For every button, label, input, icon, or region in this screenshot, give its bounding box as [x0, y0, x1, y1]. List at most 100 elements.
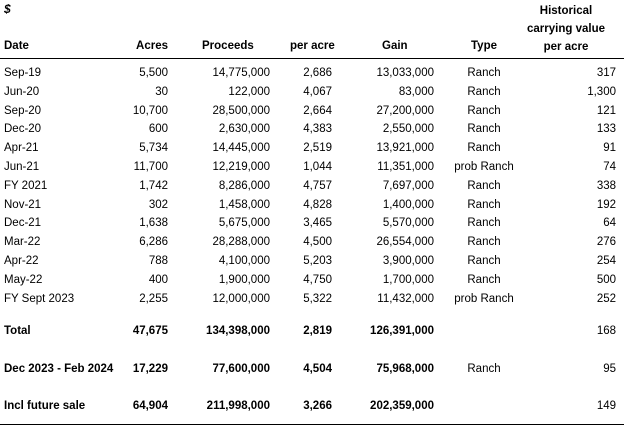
table-row-proceeds: 12,219,000 [212, 161, 270, 173]
table-row-date: FY Sept 2023 [4, 292, 75, 305]
total-row-type [454, 323, 514, 339]
table-row-type: Ranch [467, 85, 501, 98]
header-historical-line1: Historical [539, 5, 593, 17]
table-row-proceeds: 14,445,000 [212, 142, 270, 155]
table-row-proceeds: 4,100,000 [218, 255, 270, 267]
total-row-acres: 47,675 [132, 325, 168, 337]
future-sale-row-hist: 95 [603, 363, 616, 375]
table-row-per-acre: 3,465 [303, 217, 332, 230]
header-date: Date [4, 40, 29, 52]
table-row-date: Jun-21 [4, 161, 40, 173]
table-row-per-acre: 1,044 [303, 161, 332, 173]
table-row-per-acre: 2,664 [303, 104, 332, 117]
table-row-date: Dec-21 [4, 217, 42, 230]
table-row-per-acre: 4,500 [303, 236, 332, 249]
table-row-per-acre: 4,750 [303, 273, 332, 286]
bottom-divider [0, 424, 624, 425]
table-row-proceeds: 122,000 [228, 85, 270, 98]
table-row-proceeds: 1,900,000 [218, 273, 270, 286]
table-row-acres: 10,700 [132, 104, 168, 117]
table-row-proceeds: 28,500,000 [212, 104, 270, 117]
future-sale-row-gain: 75,968,000 [376, 363, 434, 375]
header-proceeds: Proceeds [202, 40, 254, 52]
table-row-date: Jun-20 [4, 85, 40, 98]
table-row-per-acre: 4,383 [303, 123, 332, 136]
header-historical-line3: per acre [543, 41, 589, 53]
total-row-gain: 126,391,000 [370, 325, 434, 337]
header-divider [0, 58, 624, 59]
table-row-type: Ranch [467, 217, 501, 230]
incl-future-row-type [454, 398, 514, 414]
table-row-hist: 192 [596, 198, 616, 211]
table-row-acres: 1,638 [139, 217, 168, 230]
table-row-per-acre: 4,828 [303, 198, 332, 211]
table-row-acres: 600 [148, 123, 168, 136]
table-row-date: Mar-22 [4, 236, 41, 249]
table-row-hist: 254 [596, 255, 616, 267]
table-row-type: Ranch [467, 273, 501, 286]
table-row-gain: 11,351,000 [377, 161, 434, 173]
total-row-proceeds: 134,398,000 [206, 325, 270, 337]
future-sale-row-per-acre: 4,504 [303, 363, 332, 375]
total-row-hist: 168 [596, 325, 616, 337]
table-row-per-acre: 5,322 [303, 292, 332, 305]
table-row-per-acre: 2,686 [303, 67, 332, 79]
table-row-date: Sep-20 [4, 104, 42, 117]
table-row-acres: 1,742 [139, 179, 168, 192]
table-row-type: Ranch [467, 198, 501, 211]
table-row-acres: 6,286 [139, 236, 168, 249]
table-row-proceeds: 28,288,000 [212, 236, 270, 249]
table-row-gain: 83,000 [398, 85, 434, 98]
table-row-proceeds: 1,458,000 [218, 198, 270, 211]
header-type: Type [471, 40, 497, 52]
table-row-type: Ranch [467, 123, 501, 136]
table-row-gain: 1,400,000 [382, 198, 434, 211]
table-row-hist: 252 [596, 292, 616, 305]
header-acres: Acres [136, 40, 168, 52]
table-row-hist: 500 [596, 273, 616, 286]
table-row-per-acre: 2,519 [303, 142, 332, 155]
table-row-hist: 121 [596, 104, 616, 117]
table-row-hist: 91 [603, 142, 616, 155]
table-row-gain: 26,554,000 [376, 236, 434, 249]
table-row-acres: 400 [148, 273, 168, 286]
table-row-gain: 5,570,000 [382, 217, 434, 230]
future-sale-row-acres: 17,229 [132, 363, 168, 375]
currency-label: $ [4, 2, 11, 16]
header-historical-line2: carrying value [527, 23, 605, 35]
table-row-hist: 64 [603, 217, 616, 230]
table-row-per-acre: 4,067 [303, 85, 332, 98]
table-row-type: Ranch [467, 142, 501, 155]
table-row-acres: 302 [148, 198, 168, 211]
incl-future-row-proceeds: 211,998,000 [206, 400, 270, 412]
table-row-type: Ranch [467, 179, 501, 192]
table-row-hist: 74 [603, 161, 616, 173]
header-per-acre: per acre [290, 40, 335, 52]
table-row-gain: 27,200,000 [376, 104, 434, 117]
table-row-acres: 5,734 [139, 142, 168, 155]
header-gain: Gain [382, 40, 408, 52]
table-row-per-acre: 5,203 [303, 255, 332, 267]
table-row-type: prob Ranch [454, 292, 514, 305]
table-row-hist: 317 [596, 67, 616, 79]
future-sale-row-type: Ranch [467, 363, 501, 375]
table-row-proceeds: 2,630,000 [218, 123, 270, 136]
table-row-date: May-22 [4, 273, 43, 286]
total-row-date: Total [4, 325, 31, 337]
table-row-date: Apr-22 [4, 255, 39, 267]
table-row-hist: 133 [596, 123, 616, 136]
table-row-proceeds: 8,286,000 [218, 179, 270, 192]
table-row-acres: 2,255 [139, 292, 168, 305]
table-row-gain: 1,700,000 [382, 273, 434, 286]
incl-future-row-gain: 202,359,000 [370, 400, 434, 412]
table-row-hist: 1,300 [587, 85, 616, 98]
table-row-proceeds: 12,000,000 [212, 292, 270, 305]
table-row-type: prob Ranch [454, 161, 514, 173]
incl-future-row-date: Incl future sale [4, 400, 86, 412]
table-row-per-acre: 4,757 [303, 179, 332, 192]
table-row-type: Ranch [467, 236, 501, 249]
table-row-hist: 338 [596, 179, 616, 192]
total-row-per-acre: 2,819 [303, 325, 332, 337]
table-row-proceeds: 14,775,000 [212, 67, 270, 79]
